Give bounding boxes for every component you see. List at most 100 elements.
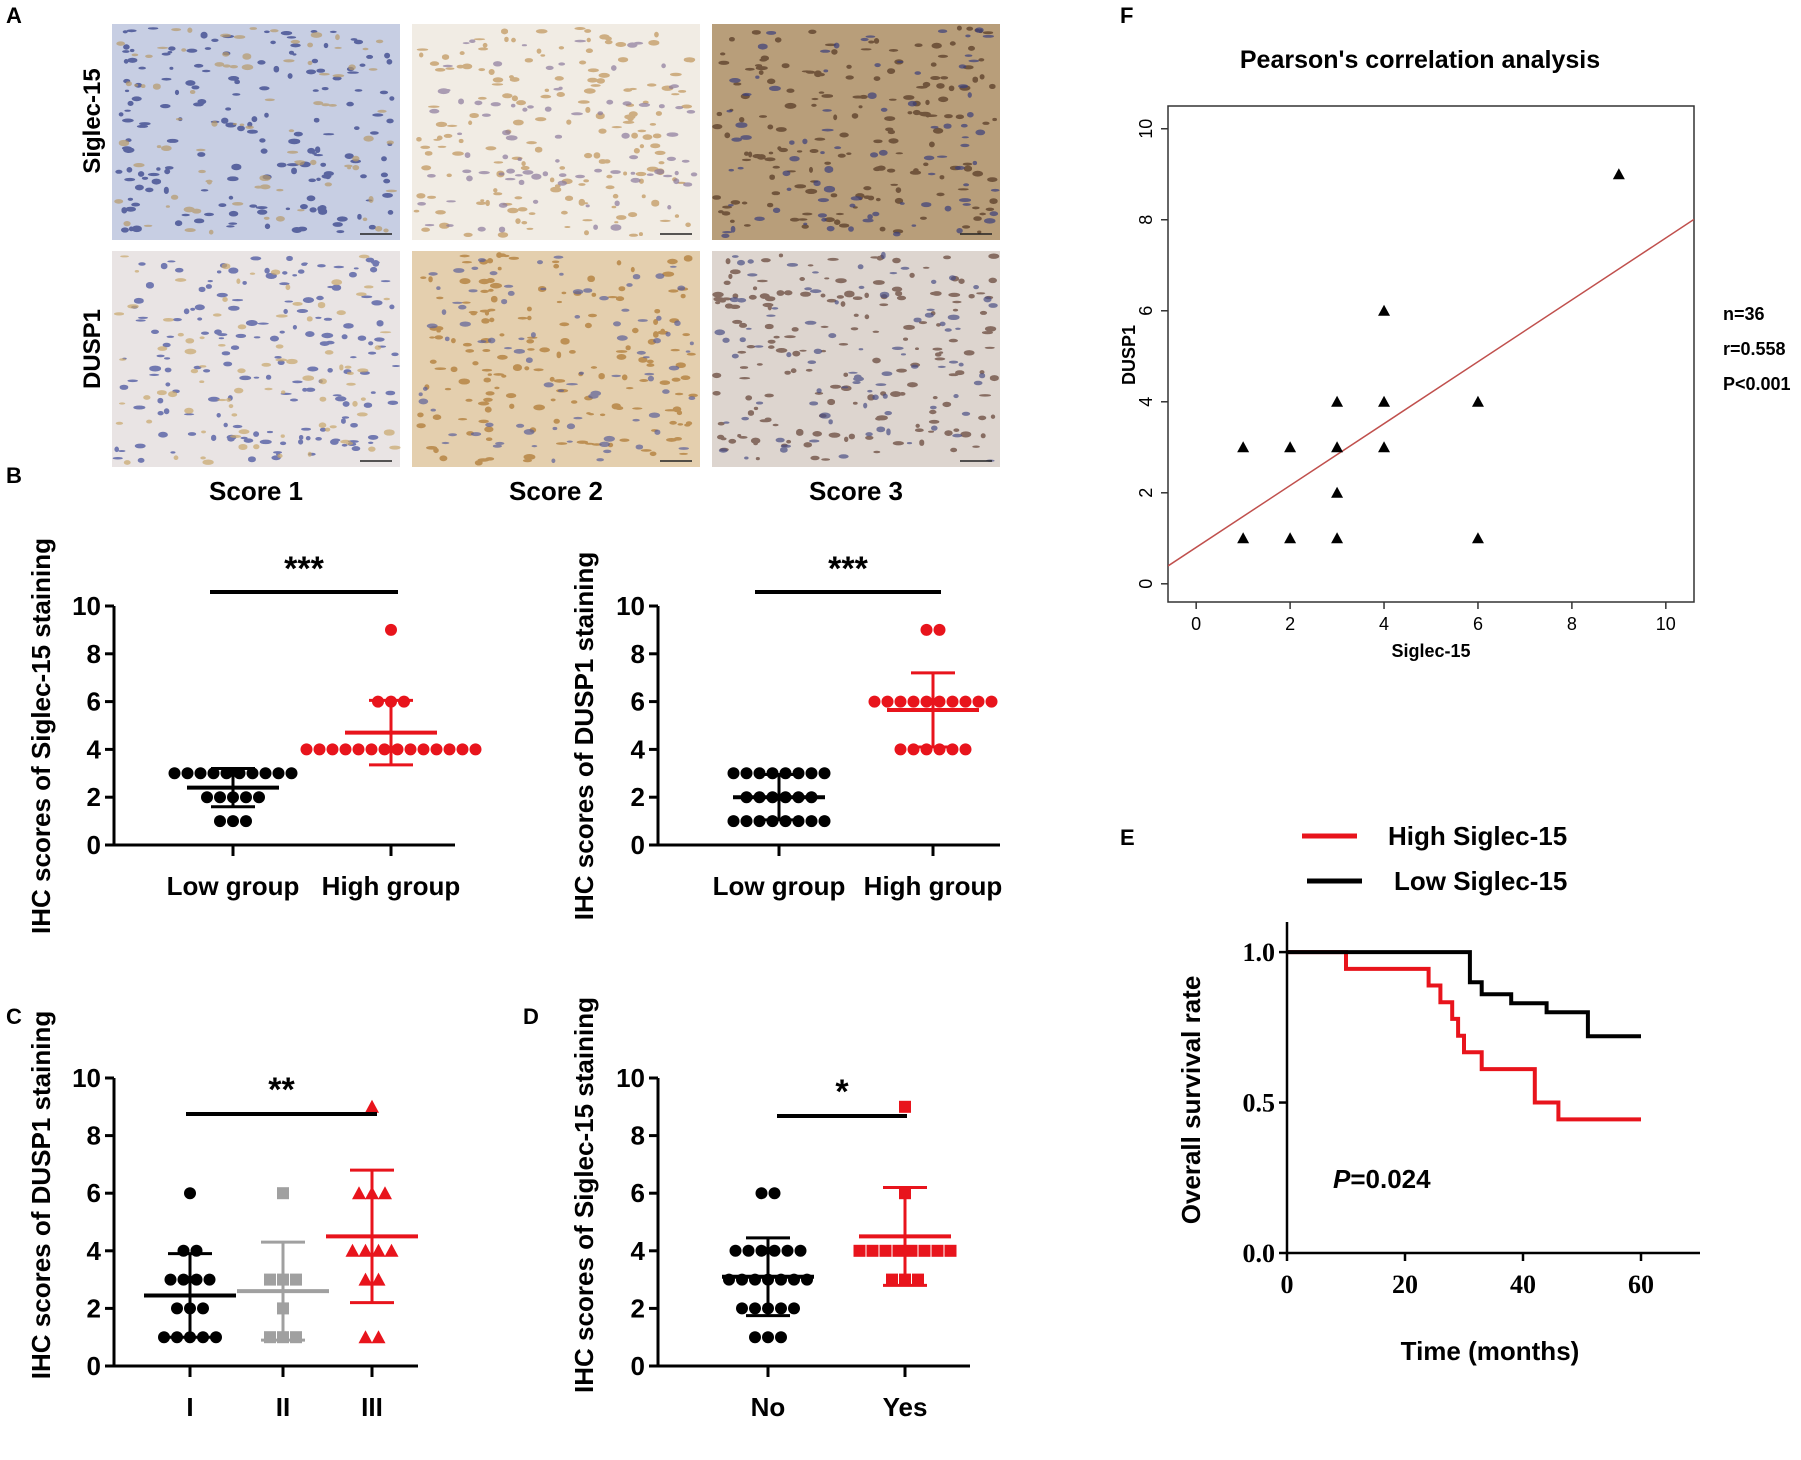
data-point — [985, 695, 998, 708]
data-point — [933, 695, 946, 708]
chart-e-survival: Time (months) Overall survival rate High… — [1176, 821, 1700, 1366]
data-point — [371, 1330, 386, 1344]
x-tick-label: 40 — [1510, 1270, 1536, 1299]
data-point — [203, 1273, 216, 1286]
x-tick-label: High group — [322, 871, 461, 901]
data-point — [181, 767, 194, 780]
x-tick-label: 60 — [1628, 1270, 1654, 1299]
significance-stars: *** — [284, 550, 324, 588]
data-point — [899, 1100, 911, 1113]
data-point — [220, 767, 233, 780]
y-tick-label: 8 — [87, 1121, 101, 1151]
stained-cells-secondary — [418, 255, 696, 464]
data-point — [805, 815, 818, 828]
data-point — [866, 1244, 879, 1257]
data-point — [456, 743, 469, 756]
panel-label-b: B — [6, 463, 22, 488]
data-point — [972, 695, 985, 708]
y-tick-label: 0.5 — [1243, 1089, 1276, 1118]
y-tick-label: 0 — [1136, 579, 1156, 589]
data-point — [1331, 486, 1344, 498]
panel-label-d: D — [523, 1004, 539, 1029]
data-point — [853, 1244, 866, 1257]
x-tick-label: I — [186, 1392, 193, 1422]
y-tick-label: 0 — [631, 830, 645, 860]
y-tick-label: 4 — [87, 734, 102, 764]
data-point — [352, 1186, 366, 1200]
data-point — [201, 791, 213, 804]
stained-cells — [112, 255, 400, 463]
x-tick-label: 2 — [1285, 614, 1295, 634]
data-point — [1331, 532, 1344, 544]
data-point — [1471, 532, 1484, 544]
data-point — [391, 743, 404, 756]
data-point — [818, 815, 831, 828]
data-point — [768, 1187, 781, 1200]
y-tick-label: 2 — [631, 1293, 645, 1323]
significance-stars: ** — [268, 1071, 295, 1109]
stained-cells — [115, 27, 395, 234]
y-tick-label: 2 — [631, 782, 645, 812]
micrograph-background — [412, 24, 700, 240]
y-tick-label: 8 — [631, 639, 645, 669]
significance-stars: *** — [828, 550, 868, 588]
legend-label-low: Low Siglec-15 — [1394, 866, 1567, 896]
data-point — [253, 791, 265, 804]
stained-cells-secondary — [114, 254, 401, 465]
row-label-siglec15: Siglec-15 — [79, 68, 106, 173]
y-axis-label: IHC scores of Siglec-15 staining — [26, 538, 56, 934]
y-tick-label: 10 — [72, 1063, 101, 1093]
data-point — [905, 1244, 918, 1257]
column-label-score-3: Score 3 — [809, 476, 903, 506]
micrograph-siglec15-score-2 — [412, 24, 700, 240]
data-point — [371, 1243, 386, 1257]
chart-d-siglec15-metastasis: IHC scores of Siglec-15 staining 0 2 4 6 8 10… — [569, 997, 970, 1422]
stained-cells — [416, 252, 698, 466]
data-point — [1237, 532, 1250, 544]
data-point — [933, 623, 946, 636]
y-tick-label: 4 — [631, 1236, 646, 1266]
y-tick-label: 8 — [1136, 215, 1156, 225]
data-point — [285, 767, 298, 780]
data-point — [207, 767, 220, 780]
y-tick-label: 10 — [616, 1063, 645, 1093]
plot-frame — [1167, 105, 1695, 603]
x-tick-label: 8 — [1567, 614, 1577, 634]
micrograph-background — [712, 251, 1000, 467]
data-point — [384, 1243, 399, 1257]
data-point — [404, 743, 417, 756]
data-point — [177, 1273, 190, 1286]
data-point — [818, 767, 831, 780]
x-tick-label: 0 — [1191, 614, 1201, 634]
data-point — [959, 743, 972, 756]
data-point — [946, 695, 959, 708]
data-point — [259, 767, 272, 780]
data-point — [959, 695, 972, 708]
data-point — [233, 767, 246, 780]
data-point — [946, 743, 959, 756]
data-point — [358, 1272, 373, 1286]
data-point — [190, 1273, 203, 1286]
data-point — [300, 743, 313, 756]
micrograph-dusp1-score-1 — [112, 251, 401, 467]
y-tick-label: 10 — [616, 591, 645, 621]
y-tick-label: 4 — [87, 1236, 102, 1266]
data-point — [385, 623, 397, 636]
chart-b-dusp1-groups: IHC scores of DUSP1 staining 0 2 4 6 8 10 Low … — [569, 550, 1002, 920]
data-point — [168, 767, 181, 780]
data-point — [365, 1099, 379, 1113]
data-point — [740, 767, 753, 780]
legend-label-high: High Siglec-15 — [1388, 821, 1567, 851]
y-tick-label: 1.0 — [1243, 938, 1276, 967]
p-value-letter: P — [1333, 1164, 1351, 1194]
data-point — [907, 743, 920, 756]
data-point — [775, 1331, 787, 1344]
data-point — [749, 1302, 761, 1315]
data-point — [788, 1302, 800, 1315]
data-point — [881, 695, 894, 708]
data-point — [1331, 441, 1344, 453]
micrograph-siglec15-score-1 — [112, 24, 400, 240]
data-point — [290, 1273, 302, 1286]
x-tick-label: 0 — [1281, 1270, 1294, 1299]
